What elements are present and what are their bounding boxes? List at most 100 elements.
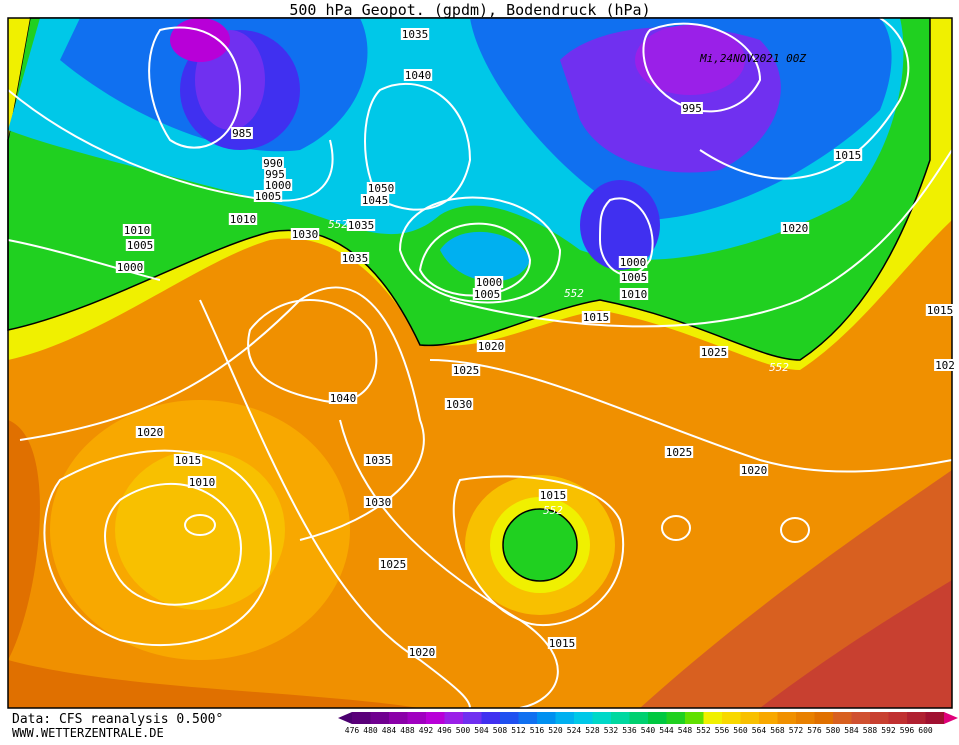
colorbar-label: 584	[844, 726, 859, 735]
isobar-label: 1010	[230, 213, 257, 226]
colorbar-label: 564	[752, 726, 767, 735]
label-box	[451, 364, 481, 376]
colorbar-label: 524	[567, 726, 582, 735]
isobar-label: 1000	[476, 276, 503, 289]
isobar-label: 1050	[368, 182, 395, 195]
colorbar-label: 492	[419, 726, 434, 735]
isobar-label: 1015	[835, 149, 862, 162]
isobar-label: 1040	[405, 69, 432, 82]
label-box	[231, 127, 253, 139]
label-box	[253, 190, 283, 202]
timestamp: Mi,24NOV2021 00Z	[699, 52, 806, 65]
colorbar-cell	[629, 712, 649, 724]
label-box	[476, 340, 506, 352]
isobar-label: 1020	[409, 646, 436, 659]
label-box	[363, 454, 393, 466]
colorbar-label: 548	[678, 726, 693, 735]
height-label: 552	[769, 361, 789, 374]
colorbar-cell	[537, 712, 556, 724]
colorbar-cell	[777, 712, 797, 724]
colorbar-cell	[870, 712, 889, 724]
isobar-label: 1025	[453, 364, 480, 377]
colorbar-cell	[407, 712, 427, 724]
label-box	[228, 213, 258, 225]
label-box	[407, 646, 437, 658]
colorbar-label: 496	[437, 726, 452, 735]
label-box	[115, 261, 145, 273]
label-box	[263, 179, 293, 191]
colorbar-label: 516	[530, 726, 545, 735]
website: WWW.WETTERZENTRALE.DE	[12, 726, 164, 740]
isobar-label: 1025	[701, 346, 728, 359]
label-box	[400, 28, 430, 40]
label-box	[173, 454, 203, 466]
isobar-label: 102	[935, 359, 955, 372]
colorbar-cell	[574, 712, 593, 724]
isobar-label: 1015	[549, 637, 576, 650]
isobar-label: 1015	[927, 304, 954, 317]
label-box	[187, 476, 217, 488]
colorbar-cell	[555, 712, 575, 724]
isobar-label: 1030	[446, 398, 473, 411]
colorbar-label: 536	[622, 726, 637, 735]
colorbar-label: 576	[807, 726, 822, 735]
colorbar-label: 532	[604, 726, 619, 735]
isobar-label: 1025	[666, 446, 693, 459]
label-box	[699, 346, 729, 358]
isobar-label: 1010	[189, 476, 216, 489]
colorbar-arrow-right	[944, 712, 958, 724]
isobar-label: 1030	[365, 496, 392, 509]
isobar-label: 1035	[348, 219, 375, 232]
colorbar-cell	[759, 712, 778, 724]
label-box	[581, 311, 611, 323]
colorbar-label: 544	[659, 726, 674, 735]
label-box	[925, 304, 955, 316]
colorbar-cell	[352, 712, 371, 724]
label-box	[664, 446, 694, 458]
geopotential-field	[7, 17, 952, 708]
colorbar-label: 540	[641, 726, 656, 735]
colorbar-cell	[907, 712, 926, 724]
label-box	[619, 288, 649, 300]
label-box	[122, 224, 152, 236]
label-box	[472, 288, 502, 300]
colorbar-label: 512	[511, 726, 526, 735]
isobar-label: 1020	[137, 426, 164, 439]
colorbar-cell	[426, 712, 445, 724]
isobar-label: 1005	[127, 239, 154, 252]
map-title: 500 hPa Geopot. (gpdm), Bodendruck (hPa)	[289, 1, 650, 19]
isobars	[7, 17, 953, 709]
label-box	[547, 637, 577, 649]
data-source: Data: CFS reanalysis 0.500°	[12, 712, 223, 727]
label-box	[290, 228, 320, 240]
isobar-label: 1010	[124, 224, 151, 237]
isobar-labels: 1035104098599099510001005101010501045103…	[115, 28, 956, 659]
label-box	[378, 558, 408, 570]
colorbar-cell	[611, 712, 630, 724]
isobar-label: 1030	[292, 228, 319, 241]
label-box	[739, 464, 769, 476]
isobar-label: 995	[265, 168, 285, 181]
colorbar-cell	[888, 712, 908, 724]
isobar-label: 1020	[478, 340, 505, 353]
height-label: 552	[543, 504, 563, 517]
label-box	[681, 102, 703, 114]
colorbar-cell	[648, 712, 667, 724]
label-box	[264, 168, 286, 180]
colorbar-label: 552	[696, 726, 711, 735]
colorbar-cell	[703, 712, 723, 724]
colorbar-label: 560	[733, 726, 748, 735]
isobar-label: 985	[232, 127, 252, 140]
isobar-label: 1035	[402, 28, 429, 41]
colorbar-label: 508	[493, 726, 508, 735]
colorbar-label: 480	[363, 726, 378, 735]
label-box	[360, 194, 390, 206]
isobar-label: 1040	[330, 392, 357, 405]
colorbar-cell	[481, 712, 501, 724]
colorbar-cell	[722, 712, 741, 724]
isobar-label: 990	[263, 157, 283, 170]
colorbar-cell	[740, 712, 760, 724]
colorbar-cell	[814, 712, 834, 724]
isobar-label: 1020	[782, 222, 809, 235]
label-box	[780, 222, 810, 234]
